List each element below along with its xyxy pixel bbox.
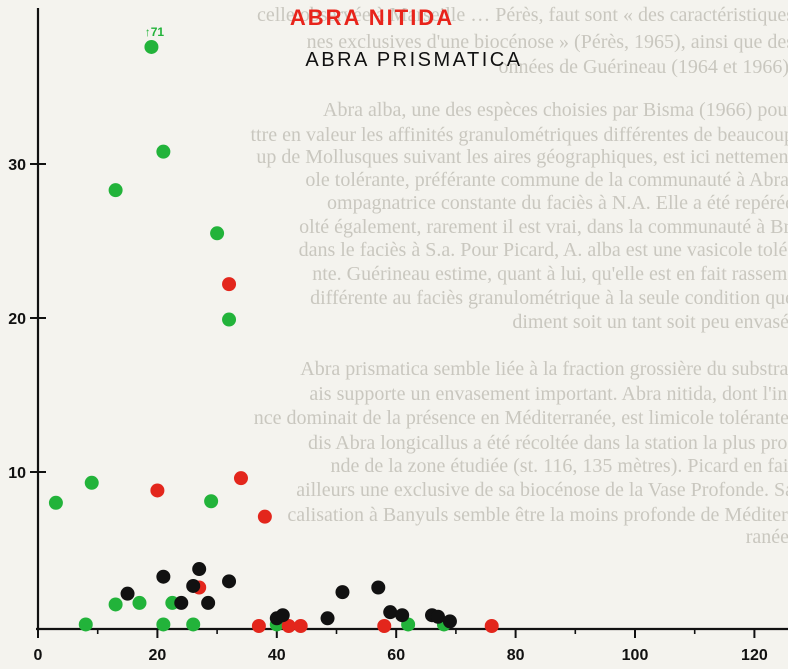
data-point-red bbox=[293, 619, 308, 633]
data-point-green bbox=[84, 475, 99, 490]
background-text-line: ranée. bbox=[745, 526, 788, 548]
data-point-black bbox=[156, 569, 171, 584]
background-text-line: ompagnatrice constante du faciès à N.A. … bbox=[327, 192, 788, 214]
chart-title: ABRA NITIDA bbox=[290, 5, 454, 30]
data-point-red bbox=[281, 619, 296, 633]
background-text-line: up de Mollusques suivant les aires géogr… bbox=[256, 146, 788, 168]
data-point-black bbox=[186, 578, 201, 593]
data-point-green bbox=[48, 495, 63, 510]
data-point-red bbox=[377, 619, 392, 633]
data-point-green bbox=[222, 312, 237, 327]
background-text-line: celle observée à Marseille … Pérès, faut… bbox=[256, 4, 788, 26]
outlier-annotation: ↑71 bbox=[145, 25, 165, 39]
x-tick-label: 40 bbox=[268, 647, 286, 664]
background-text-line: différente au faciès granulométrique à l… bbox=[310, 287, 788, 309]
background-text-line: nes exclusives d'une biocénose » (Pérès,… bbox=[306, 31, 788, 53]
data-point-black bbox=[335, 585, 350, 600]
data-point-black bbox=[120, 586, 135, 601]
x-tick-label: 0 bbox=[34, 647, 43, 664]
chart-subtitle: ABRA PRISMATICA bbox=[305, 49, 522, 71]
background-text-line: dis Abra longicallus a été récoltée dans… bbox=[308, 432, 788, 454]
data-point-red bbox=[222, 277, 237, 292]
x-tick-label: 20 bbox=[149, 647, 167, 664]
background-text-line: olté également, rarement il est vrai, da… bbox=[299, 216, 788, 238]
data-point-red bbox=[484, 619, 499, 633]
data-point-black bbox=[430, 609, 445, 624]
data-point-green bbox=[210, 226, 225, 241]
data-point-black bbox=[383, 605, 398, 620]
x-tick-label: 60 bbox=[387, 647, 405, 664]
data-point-green bbox=[204, 494, 219, 509]
data-point-black bbox=[174, 595, 189, 610]
y-tick-label: 10 bbox=[8, 465, 26, 482]
data-point-black bbox=[222, 574, 237, 589]
background-text-line: dans le faciès à S.a. Pour Picard, A. al… bbox=[298, 239, 788, 261]
data-point-green bbox=[156, 144, 171, 159]
chart-axes bbox=[36, 8, 788, 631]
background-text-line: ailleurs une exclusive de sa biocénose d… bbox=[296, 479, 788, 501]
data-point-black bbox=[442, 614, 457, 629]
background-text-line: Abra alba, une des espèces choisies par … bbox=[323, 99, 788, 121]
data-point-green bbox=[108, 183, 123, 198]
data-point-black bbox=[201, 595, 216, 610]
y-tick-label: 20 bbox=[8, 311, 26, 328]
data-point-red bbox=[150, 483, 165, 498]
data-point-black bbox=[275, 608, 290, 623]
background-text-line: nde de la zone étudiée (st. 116, 135 mèt… bbox=[330, 455, 788, 477]
data-point-red bbox=[257, 509, 272, 524]
background-text-line: ais supporte un envasement important. Ab… bbox=[309, 383, 788, 405]
background-text-line: diment soit un tant soit peu envasé. bbox=[512, 311, 788, 333]
data-point-red bbox=[251, 619, 266, 633]
data-point-green bbox=[144, 39, 159, 54]
x-tick-label: 100 bbox=[622, 647, 649, 664]
background-text-line: onnées de Guérineau (1964 et 1966). bbox=[498, 56, 788, 78]
chart-points bbox=[48, 39, 499, 633]
background-text-line: nce dominait de la présence en Méditerra… bbox=[253, 407, 788, 429]
chart-ticks: 0 20 40 60 80 100 120 10 20 30 bbox=[8, 157, 768, 664]
data-point-green bbox=[156, 617, 171, 632]
data-point-black bbox=[371, 580, 386, 595]
background-text-line: Abra prismatica semble liée à la fractio… bbox=[300, 358, 788, 380]
background-text-line: calisation à Banyuls semble être la moin… bbox=[287, 504, 788, 526]
data-point-green bbox=[78, 617, 93, 632]
data-point-green bbox=[132, 595, 147, 610]
background-text-line: ttre en valeur les affinités granulométr… bbox=[250, 124, 788, 146]
background-text-line: ole tolérante, préférante commune de la … bbox=[305, 169, 788, 191]
x-tick-label: 80 bbox=[507, 647, 525, 664]
y-tick-label: 30 bbox=[8, 157, 26, 174]
background-text-line: nte. Guérineau estime, quant à lui, qu'e… bbox=[312, 263, 788, 285]
data-point-red bbox=[233, 471, 248, 486]
data-point-green bbox=[186, 617, 201, 632]
x-tick-label: 120 bbox=[741, 647, 768, 664]
data-point-black bbox=[395, 608, 410, 623]
data-point-black bbox=[320, 611, 335, 626]
data-point-green bbox=[108, 597, 123, 612]
data-point-black bbox=[192, 562, 207, 577]
